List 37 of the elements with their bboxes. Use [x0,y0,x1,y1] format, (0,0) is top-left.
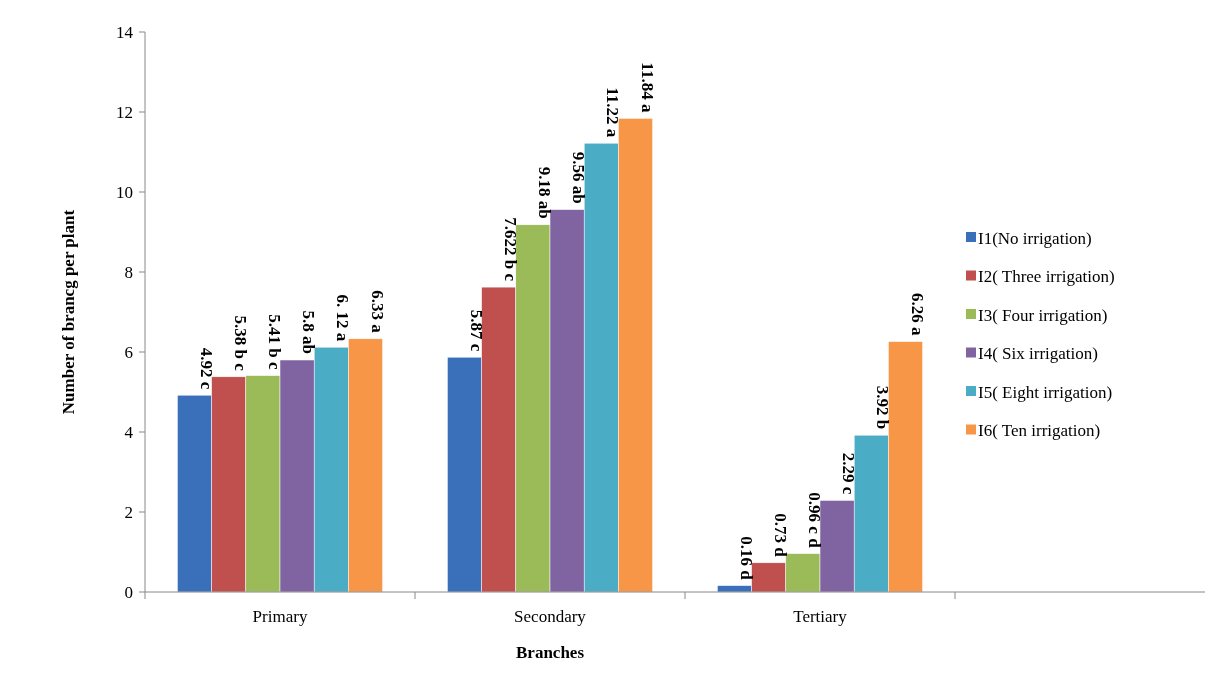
data-label: 4.92 c [196,347,216,390]
data-label: 11.22 a [603,87,623,138]
data-label: 0.96 c d [804,492,824,549]
y-tick-label: 10 [116,182,133,202]
x-axis-title: Branches [516,643,585,662]
data-label: 6. 12 a [333,294,353,342]
data-label: 5.87 c [466,309,486,352]
y-tick-label: 0 [124,582,133,602]
y-tick-label: 12 [116,102,133,122]
y-tick-label: 8 [124,262,133,282]
y-tick-label: 4 [124,422,134,442]
x-tick-label: Tertiary [793,607,848,626]
data-label: 9.56 ab [569,151,589,204]
legend-label: I5( Eight irrigation) [978,382,1113,402]
x-tick-label: Primary [252,607,308,626]
legend-label: I1(No irrigation) [978,228,1092,248]
legend-label: I2( Three irrigation) [978,267,1115,287]
data-label: 6.26 a [907,293,927,337]
data-label: 5.38 b c [230,315,250,372]
data-label: 5.41 b c [264,314,284,371]
data-label: 2.29 c [839,452,859,495]
data-label: 6.33 a [367,290,387,334]
y-tick-label: 2 [124,502,133,522]
legend-label: I6( Ten irrigation) [978,421,1101,441]
x-tick-label: Secondary [514,607,587,626]
data-label: 0.16 d [736,536,756,581]
data-label: 0.73 d [770,513,790,558]
y-axis-title: Number of brancg per plant [59,209,78,415]
data-label: 5.8 ab [299,310,319,354]
data-label: 7.622 b c [500,217,520,282]
legend-label: I4( Six irrigation) [978,344,1098,364]
data-label: 3.92 b [873,385,893,430]
y-tick-label: 14 [116,22,134,42]
y-tick-label: 6 [124,342,133,362]
legend-label: I3( Four irrigation) [978,305,1108,325]
data-label: 9.18 ab [534,166,554,219]
data-label: 11.84 a [637,62,657,113]
